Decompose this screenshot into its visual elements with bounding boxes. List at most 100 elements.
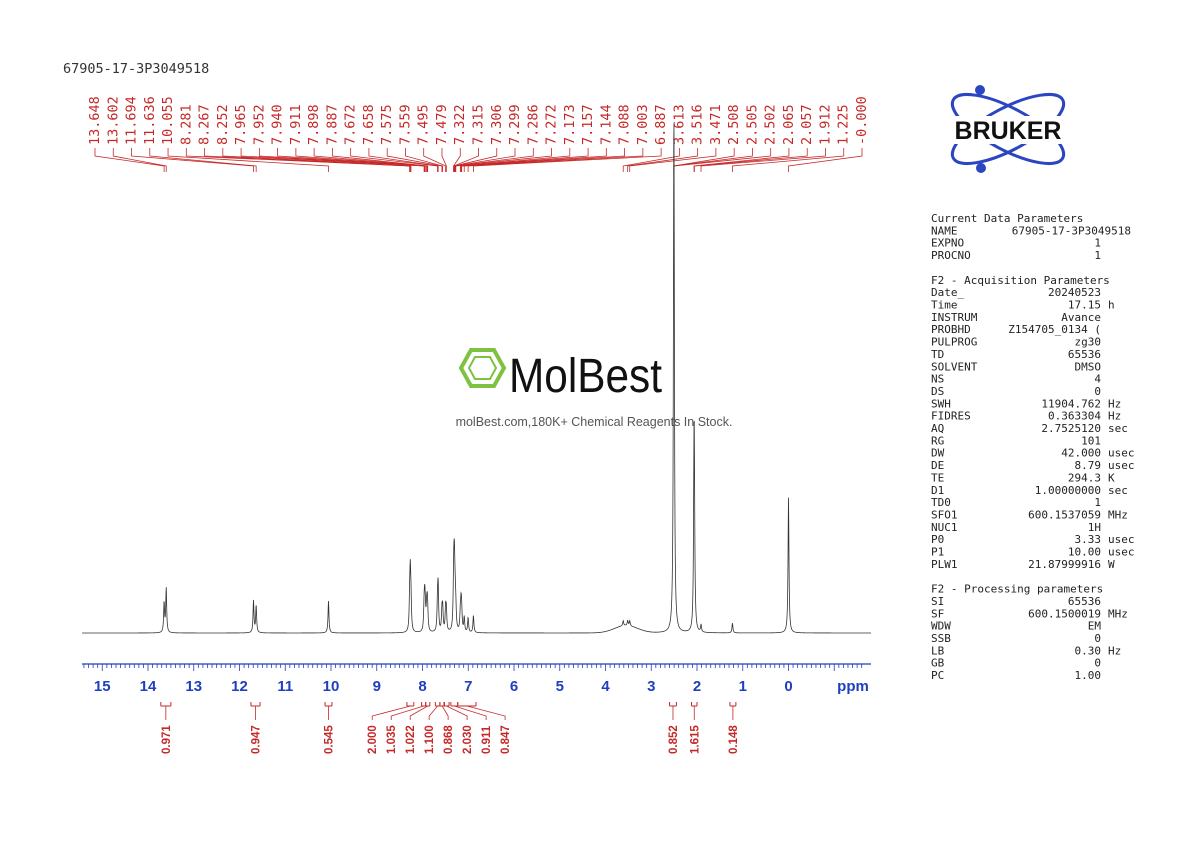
peak-label: 11.694 xyxy=(124,96,140,145)
acq-param-value: 21.87999916 xyxy=(1028,558,1101,571)
acq-param-value: 2.7525120 xyxy=(1041,422,1101,435)
peak-label-leader xyxy=(622,148,680,172)
acq-param-key: D1 xyxy=(931,484,944,497)
peak-label: 7.575 xyxy=(379,104,395,145)
proc-param-value: 1.00 xyxy=(1075,669,1102,682)
peak-label-leader xyxy=(700,148,826,172)
axis-unit-label: ppm xyxy=(837,678,869,695)
peak-labels: 13.648 13.602 11.694 11.636 10.055 8.281 8.267… xyxy=(87,96,870,172)
peak-label-leader xyxy=(627,148,699,172)
acq-param-key: TD xyxy=(931,348,944,361)
integral-value: 1.100 xyxy=(424,725,436,754)
peak-label: 7.306 xyxy=(489,104,505,145)
acq-param-unit: MHz xyxy=(1108,508,1128,521)
current-params-title: Current Data Parameters xyxy=(931,212,1083,225)
proc-param-value: 0 xyxy=(1094,632,1101,645)
integral-value: 0.868 xyxy=(443,725,455,754)
spectrum-trace xyxy=(82,124,871,634)
peak-label: 7.322 xyxy=(452,104,468,145)
acq-param-key: TE xyxy=(931,471,944,484)
acq-param-unit: K xyxy=(1108,471,1115,484)
logo-orbit-2 xyxy=(950,92,1066,166)
acq-param-value: 11904.762 xyxy=(1041,397,1101,410)
peak-label-leader xyxy=(222,148,412,172)
acq-param-value: 42.000 xyxy=(1061,447,1101,460)
peak-label: 13.602 xyxy=(105,96,121,145)
param-key: EXPNO xyxy=(931,237,964,250)
integral-leader xyxy=(454,705,487,720)
acq-param-key: DS xyxy=(931,385,944,398)
peak-label: 7.144 xyxy=(598,104,614,145)
param-name-key: NAME xyxy=(931,224,958,237)
peak-label: -0.000 xyxy=(854,96,870,145)
acq-param-value: 0.363304 xyxy=(1048,410,1101,423)
peak-label: 2.065 xyxy=(781,104,797,145)
proc-param-key: SI xyxy=(931,595,944,608)
peak-label: 11.636 xyxy=(142,96,158,145)
acq-param-value: 65536 xyxy=(1068,348,1101,361)
peak-label-leader xyxy=(455,148,552,172)
integral-value: 0.148 xyxy=(728,725,740,754)
acq-param-value: 20240523 xyxy=(1048,286,1101,299)
acq-param-value: 10.00 xyxy=(1068,546,1101,559)
integral-value: 0.971 xyxy=(161,725,173,754)
peak-label-leader xyxy=(788,148,863,172)
integral-value: 0.911 xyxy=(481,725,493,754)
integral-value: 0.852 xyxy=(668,725,680,754)
acq-param-key: SOLVENT xyxy=(931,360,978,373)
acq-param-value: 8.79 xyxy=(1075,459,1102,472)
peak-label: 2.502 xyxy=(763,104,779,145)
integral-value: 0.847 xyxy=(500,725,512,754)
acq-param-key: PULPROG xyxy=(931,336,977,349)
acq-param-key: INSTRUM xyxy=(931,311,978,324)
peak-label-leader xyxy=(240,148,425,172)
acq-param-key: P0 xyxy=(931,533,944,546)
peak-label-leader xyxy=(313,148,428,172)
peak-label: 3.471 xyxy=(708,104,724,145)
peak-label-leader xyxy=(423,148,447,172)
peak-label-leader xyxy=(277,148,426,172)
acq-param-key: AQ xyxy=(931,422,944,435)
axis-tick-label: 10 xyxy=(323,678,340,695)
axis-tick-label: 12 xyxy=(231,678,248,695)
peak-label: 7.272 xyxy=(544,104,560,145)
axis-tick-label: 0 xyxy=(784,678,792,695)
acq-param-value: 600.1537059 xyxy=(1028,508,1101,521)
integral-value: 2.030 xyxy=(462,725,474,754)
peak-label: 1.912 xyxy=(817,104,833,145)
integral-leader xyxy=(371,705,411,720)
axis-tick-label: 7 xyxy=(464,678,472,695)
acq-param-key: SWH xyxy=(931,397,951,410)
proc-param-key: GB xyxy=(931,657,945,670)
peak-label-leader xyxy=(386,148,443,172)
benzene-icon xyxy=(458,348,507,388)
peak-label-leader xyxy=(204,148,411,172)
peak-label-leader xyxy=(453,148,479,172)
acq-param-unit: h xyxy=(1108,299,1115,312)
processing-params-title: F2 - Processing parameters xyxy=(931,583,1103,596)
integral-leader xyxy=(409,705,428,720)
axis-tick-label: 4 xyxy=(601,678,610,695)
integral-leader xyxy=(441,705,449,720)
integral-value: 0.947 xyxy=(251,725,263,754)
axis-tick-label: 8 xyxy=(418,678,426,695)
acq-param-unit: Hz xyxy=(1108,397,1121,410)
peak-label: 7.559 xyxy=(397,104,413,145)
peak-label-leader xyxy=(732,148,845,172)
axis-tick-label: 6 xyxy=(510,678,518,695)
peak-label: 7.003 xyxy=(635,104,651,145)
axis-tick-label: 13 xyxy=(185,678,202,695)
integral-value: 1.035 xyxy=(386,725,398,754)
integral-value: 2.000 xyxy=(367,725,379,754)
peak-label: 13.648 xyxy=(87,96,103,145)
peak-label: 7.940 xyxy=(270,104,286,145)
peak-label-leader xyxy=(350,148,438,172)
logo-electron-1 xyxy=(975,85,985,95)
acq-param-unit: usec xyxy=(1108,447,1135,460)
peak-label-leader xyxy=(693,148,808,172)
axis-tick-label: 14 xyxy=(140,678,157,695)
logo-text: BRUKER xyxy=(955,117,1062,145)
acq-param-value: 4 xyxy=(1094,373,1101,386)
